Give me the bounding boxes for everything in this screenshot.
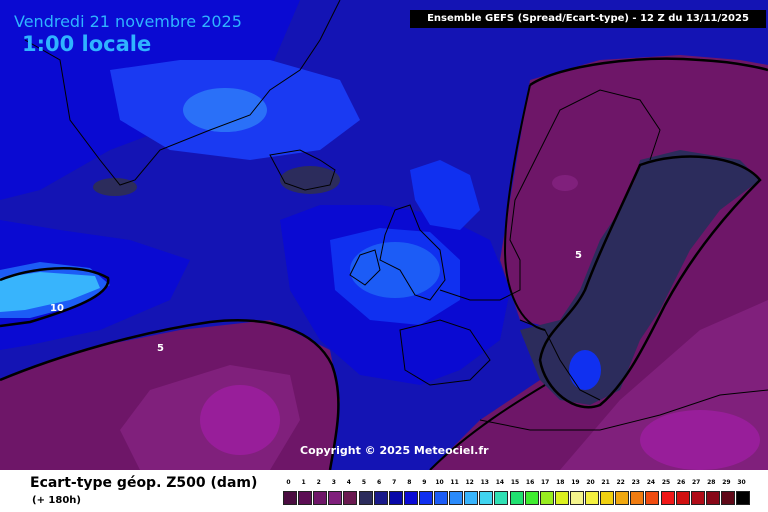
spread-min-iceland [280, 166, 340, 194]
scale-tick-25: 25 [661, 479, 671, 486]
scale-tick-4: 4 [346, 479, 351, 486]
contour-5-norway [503, 84, 546, 331]
contour-5-north [529, 57, 768, 87]
scale-swatch-4 [343, 491, 358, 505]
scale-tick-18: 18 [556, 479, 565, 486]
spread-max-britain [350, 242, 440, 298]
scale-tick-28: 28 [707, 479, 716, 486]
variable-title: Ecart-type géop. Z500 (dam) [30, 475, 258, 491]
spread-zone-eastern-europe [520, 150, 760, 405]
scale-swatch-17 [539, 491, 554, 505]
forecast-date: Vendredi 21 novembre 2025 [14, 12, 242, 31]
spread-zone-italy [569, 350, 601, 390]
scale-tick-1: 1 [301, 479, 306, 486]
copyright-notice: Copyright © 2025 Meteociel.fr [300, 444, 489, 457]
scale-tick-0: 0 [286, 479, 291, 486]
color-scale: 0 1 2 3 4 5 6 7 8 9 10 11 12 13 14 15 16 17 18 19 20 21 22 23 24… [283, 479, 753, 509]
scale-tick-11: 11 [450, 479, 459, 486]
scale-tick-7: 7 [392, 479, 397, 486]
contour-label-5-east: 5 [575, 250, 582, 261]
scale-swatch-19 [569, 491, 584, 505]
scale-swatch-0 [283, 491, 297, 505]
contour-label-5-southwest: 5 [157, 343, 164, 354]
scale-swatch-11 [449, 491, 464, 505]
scale-swatch-13 [479, 491, 494, 505]
scale-tick-27: 27 [692, 479, 701, 486]
scale-tick-9: 9 [422, 479, 427, 486]
scale-tick-3: 3 [331, 479, 336, 486]
contour-label-10: 10 [50, 303, 64, 314]
spread-max-southwest [200, 385, 280, 455]
scale-tick-19: 19 [571, 479, 580, 486]
scale-swatch-24 [645, 491, 660, 505]
scale-swatch-29 [720, 491, 735, 505]
scale-swatch-16 [524, 491, 539, 505]
scale-swatch-8 [403, 491, 418, 505]
scale-swatch-22 [615, 491, 630, 505]
scale-tick-24: 24 [646, 479, 656, 486]
scale-tick-20: 20 [586, 479, 595, 486]
scale-tick-12: 12 [465, 479, 474, 486]
scale-tick-2: 2 [316, 479, 321, 486]
scale-tick-13: 13 [480, 479, 489, 486]
spread-max-scandinavia [552, 175, 578, 191]
scale-tick-23: 23 [631, 479, 640, 486]
local-time: 1:00 locale [22, 32, 152, 56]
spread-max-west [0, 272, 100, 312]
scale-tick-10: 10 [435, 479, 444, 486]
scale-swatch-15 [509, 491, 524, 505]
lead-time: (+ 180h) [32, 495, 81, 506]
scale-swatch-26 [675, 491, 690, 505]
spread-min-greenland-south [93, 178, 137, 196]
spread-max-southeast [640, 410, 760, 470]
model-info-banner: Ensemble GEFS (Spread/Ecart-type) - 12 Z… [410, 10, 766, 28]
contour-10-west [0, 267, 110, 328]
scale-tick-22: 22 [616, 479, 625, 486]
weather-map [0, 0, 768, 470]
scale-swatch-7 [388, 491, 403, 505]
scale-tick-8: 8 [407, 479, 412, 486]
scale-swatch-27 [690, 491, 705, 505]
scale-swatch-1 [298, 491, 313, 505]
scale-swatch-18 [554, 491, 569, 505]
scale-swatch-12 [464, 491, 479, 505]
contour-5-eastern-europe [538, 155, 762, 409]
scale-swatch-14 [494, 491, 509, 505]
scale-swatch-10 [434, 491, 448, 505]
scale-tick-29: 29 [722, 479, 731, 486]
contour-5-south [429, 384, 546, 470]
scale-swatch-3 [328, 491, 343, 505]
coastlines [24, 0, 768, 431]
spread-max-greenland [183, 88, 267, 132]
scale-swatch-9 [418, 491, 433, 505]
scale-tick-5: 5 [361, 479, 367, 486]
scale-swatch-5 [358, 491, 373, 505]
scale-tick-6: 6 [377, 479, 382, 486]
scale-swatch-28 [705, 491, 720, 505]
scale-swatch-6 [373, 491, 388, 505]
scale-swatch-23 [630, 491, 645, 505]
scale-swatch-25 [660, 491, 675, 505]
scale-tick-14: 14 [495, 479, 505, 486]
contour-5-southwest [0, 319, 340, 470]
scale-tick-15: 15 [510, 479, 520, 486]
scale-tick-16: 16 [525, 479, 535, 486]
scale-tick-21: 21 [601, 479, 610, 486]
scale-tick-26: 26 [676, 479, 686, 486]
scale-tick-17: 17 [541, 479, 550, 486]
scale-swatch-30 [736, 491, 750, 505]
scale-tick-30: 30 [737, 479, 746, 486]
scale-swatch-2 [313, 491, 328, 505]
scale-swatch-20 [585, 491, 599, 505]
scale-swatch-21 [600, 491, 615, 505]
spread-zone-northsea [410, 160, 480, 230]
